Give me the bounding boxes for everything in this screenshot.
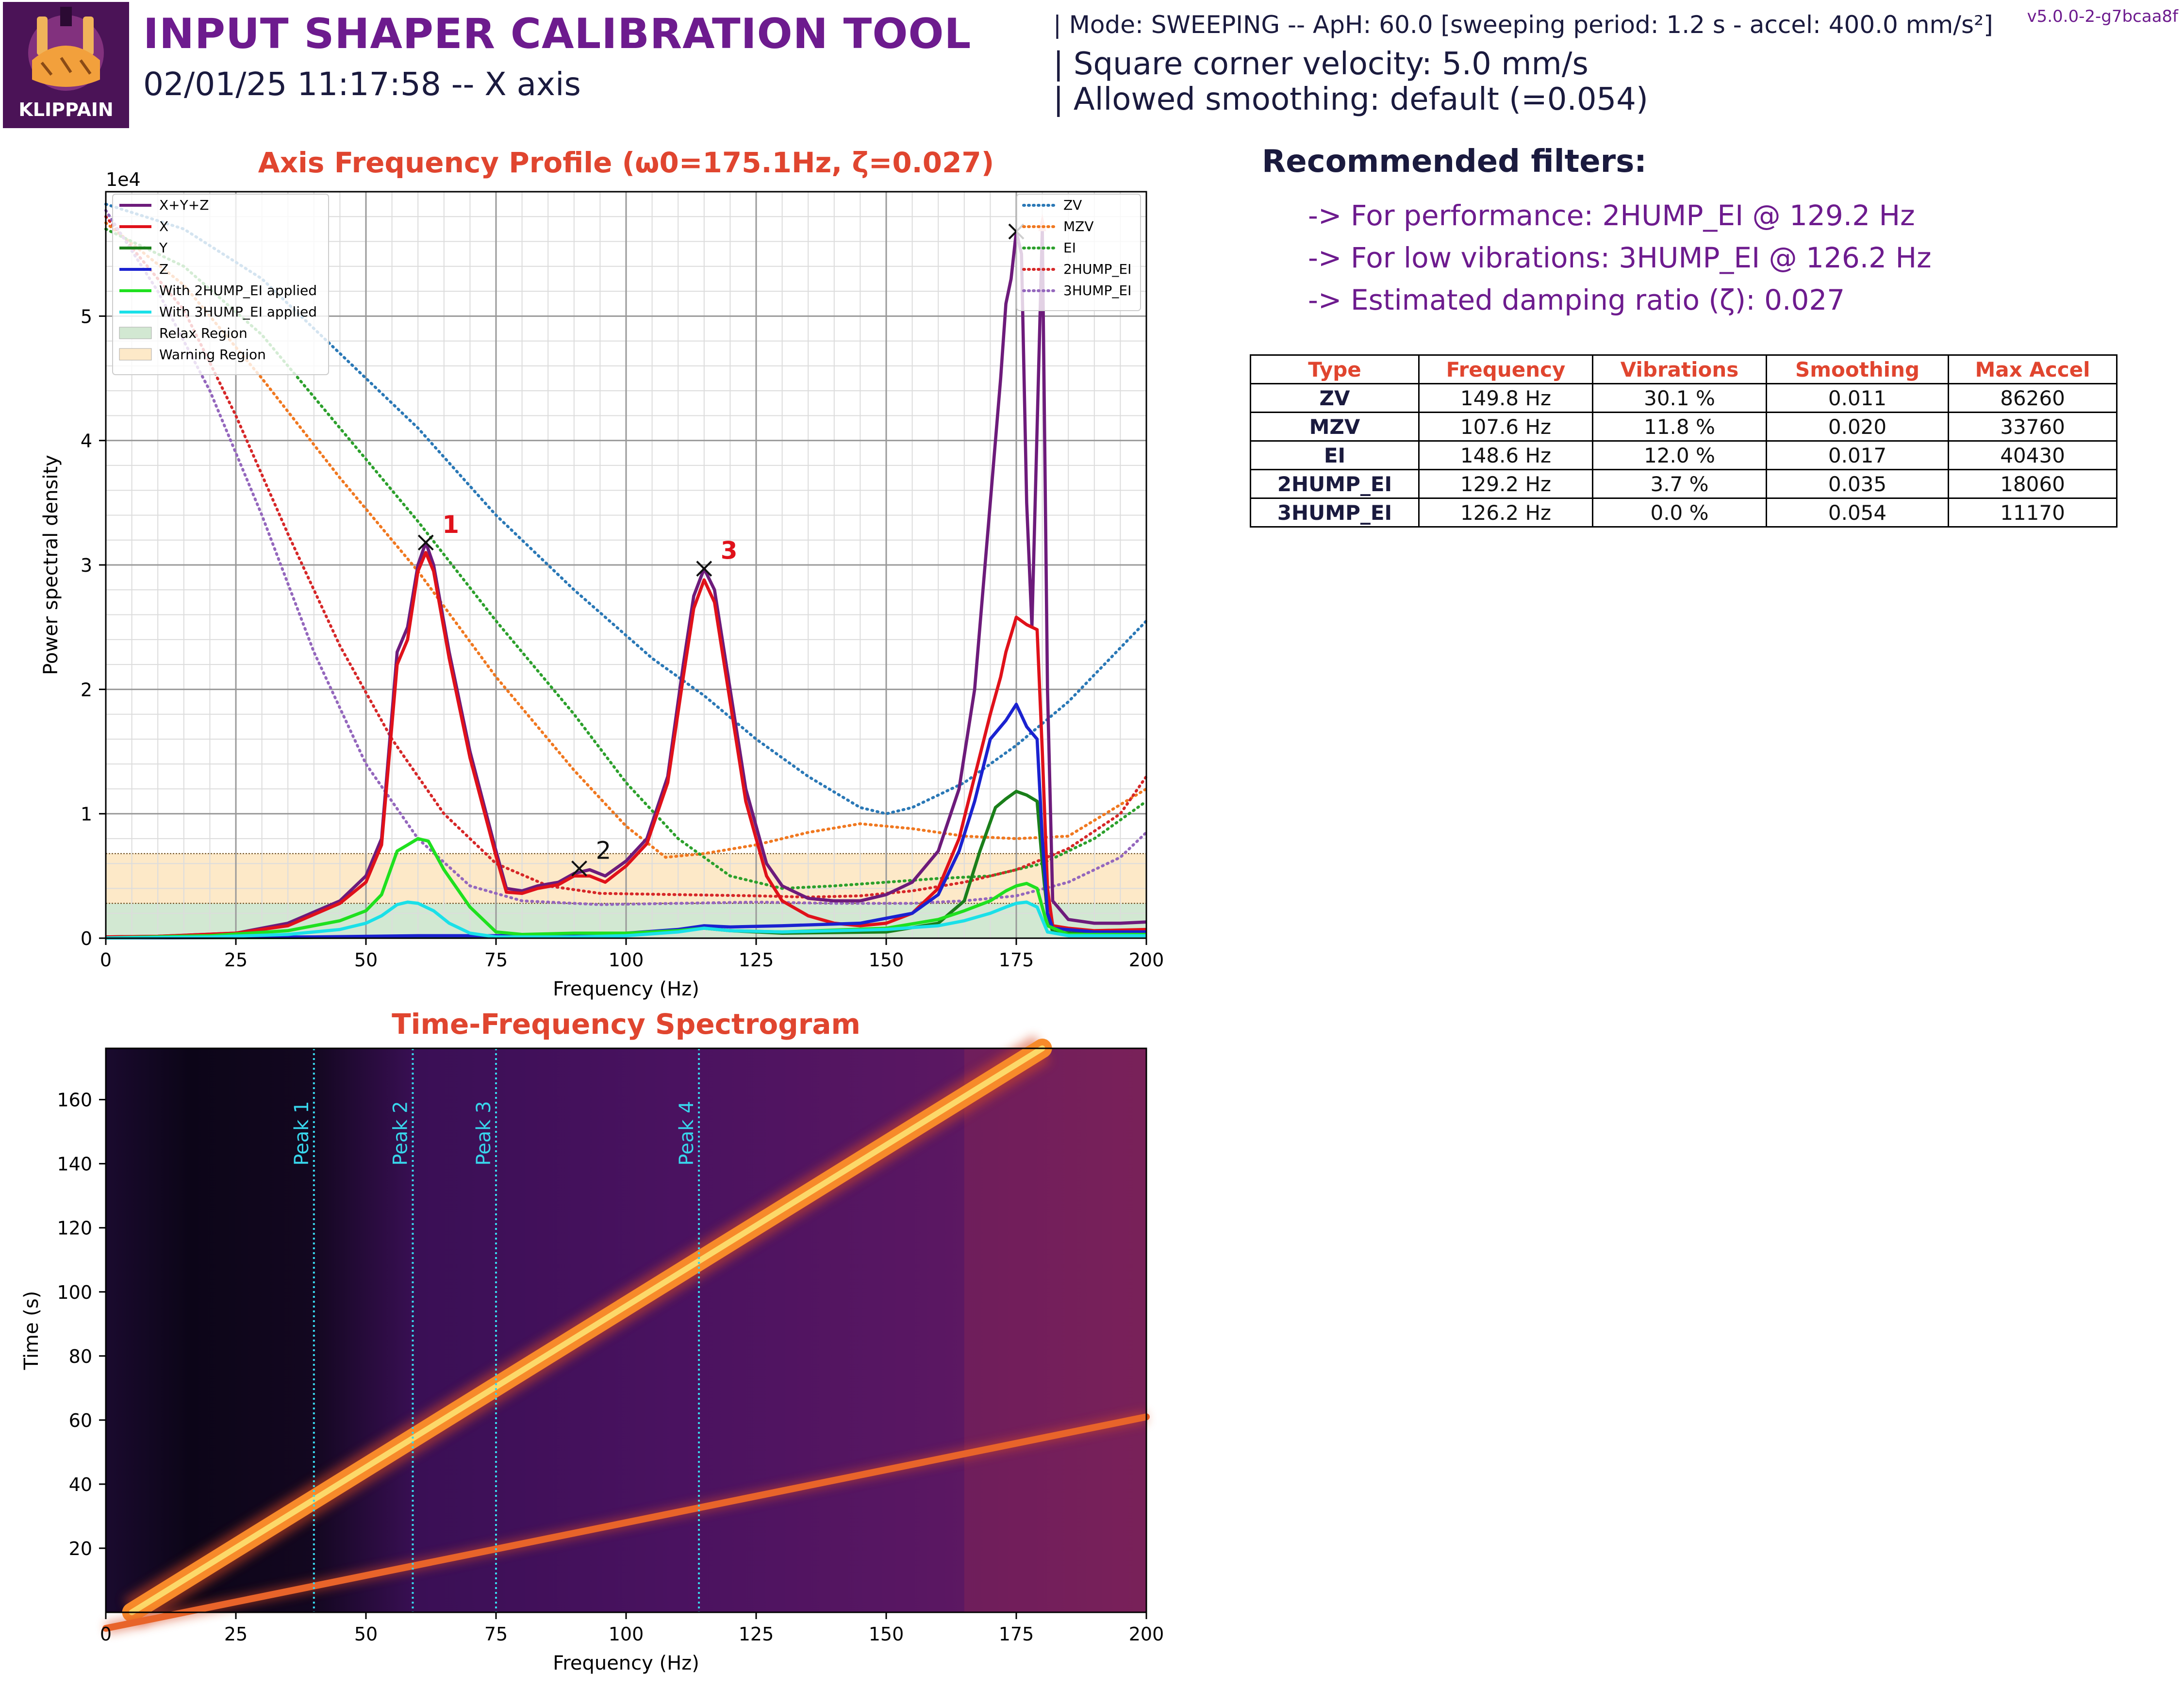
filters-table-header: Type Frequency Vibrations Smoothing Max … <box>1251 355 2117 384</box>
table-row: EI 148.6 Hz 12.0 % 0.017 40430 <box>1251 441 2117 470</box>
y-tick-label: 80 <box>69 1346 92 1367</box>
table-row: ZV 149.8 Hz 30.1 % 0.011 86260 <box>1251 384 2117 413</box>
cell-smoothing: 0.017 <box>1767 441 1949 470</box>
y-tick-label: 40 <box>69 1474 92 1495</box>
table-row: MZV 107.6 Hz 11.8 % 0.020 33760 <box>1251 413 2117 441</box>
cell-max-accel: 11170 <box>1949 498 2117 527</box>
header-smoothing: Smoothing <box>1767 355 1949 384</box>
table-row: 2HUMP_EI 129.2 Hz 3.7 % 0.035 18060 <box>1251 470 2117 498</box>
x-tick-label: 125 <box>739 1623 774 1645</box>
cell-vibrations: 12.0 % <box>1593 441 1767 470</box>
cell-vibrations: 11.8 % <box>1593 413 1767 441</box>
x-tick-label: 25 <box>224 1623 248 1645</box>
cell-type: EI <box>1251 441 1419 470</box>
cell-vibrations: 30.1 % <box>1593 384 1767 413</box>
x-tick-label: 0 <box>100 1623 112 1645</box>
spectrogram-chart: Peak 1 Peak 2 Peak 3 Peak 4 0 25 50 75 100 125 150… <box>0 0 1184 1689</box>
recommendations-title: Recommended filters: <box>1262 144 1647 180</box>
cell-max-accel: 18060 <box>1949 470 2117 498</box>
cell-type: 3HUMP_EI <box>1251 498 1419 527</box>
recommendation-performance: -> For performance: 2HUMP_EI @ 129.2 Hz <box>1308 199 1915 232</box>
peak-marker-label: Peak 1 <box>291 1101 313 1165</box>
mode-info: | Mode: SWEEPING -- ApH: 60.0 [sweeping … <box>1053 11 1993 39</box>
cell-smoothing: 0.054 <box>1767 498 1949 527</box>
y-axis-label: Time (s) <box>20 1291 43 1371</box>
cell-max-accel: 86260 <box>1949 384 2117 413</box>
cell-smoothing: 0.020 <box>1767 413 1949 441</box>
cell-frequency: 149.8 Hz <box>1419 384 1593 413</box>
x-tick-label: 150 <box>869 1623 904 1645</box>
x-tick-label: 75 <box>484 1623 508 1645</box>
cell-type: ZV <box>1251 384 1419 413</box>
recommendation-low-vibrations: -> For low vibrations: 3HUMP_EI @ 126.2 … <box>1308 241 1932 274</box>
y-tick-label: 60 <box>69 1410 92 1431</box>
x-tick-label: 200 <box>1129 1623 1164 1645</box>
y-tick-label: 100 <box>57 1282 92 1303</box>
header-frequency: Frequency <box>1419 355 1593 384</box>
cell-vibrations: 0.0 % <box>1593 498 1767 527</box>
peak-marker-label: Peak 4 <box>676 1101 698 1165</box>
cell-frequency: 126.2 Hz <box>1419 498 1593 527</box>
y-tick-label: 120 <box>57 1218 92 1239</box>
peak-marker-label: Peak 2 <box>389 1101 412 1165</box>
spectrogram-resonance-band <box>964 1048 1146 1612</box>
peak-marker-label: Peak 3 <box>473 1101 495 1165</box>
y-tick-label: 160 <box>57 1090 92 1111</box>
header-max-accel: Max Accel <box>1949 355 2117 384</box>
cell-smoothing: 0.035 <box>1767 470 1949 498</box>
header-vibrations: Vibrations <box>1593 355 1767 384</box>
cell-type: 2HUMP_EI <box>1251 470 1419 498</box>
cell-max-accel: 40430 <box>1949 441 2117 470</box>
x-tick-label: 100 <box>609 1623 644 1645</box>
x-tick-label: 50 <box>354 1623 378 1645</box>
y-tick-label: 20 <box>69 1538 92 1559</box>
recommendation-damping: -> Estimated damping ratio (ζ): 0.027 <box>1308 283 1845 316</box>
cell-frequency: 129.2 Hz <box>1419 470 1593 498</box>
table-row: 3HUMP_EI 126.2 Hz 0.0 % 0.054 11170 <box>1251 498 2117 527</box>
cell-vibrations: 3.7 % <box>1593 470 1767 498</box>
cell-type: MZV <box>1251 413 1419 441</box>
cell-frequency: 107.6 Hz <box>1419 413 1593 441</box>
x-axis-label: Frequency (Hz) <box>553 1652 699 1674</box>
x-tick-label: 175 <box>999 1623 1034 1645</box>
cell-max-accel: 33760 <box>1949 413 2117 441</box>
cell-frequency: 148.6 Hz <box>1419 441 1593 470</box>
chart-title: Time-Frequency Spectrogram <box>392 1008 860 1041</box>
version-label: v5.0.0-2-g7bcaa8f <box>2027 7 2178 26</box>
filters-table: Type Frequency Vibrations Smoothing Max … <box>1250 354 2118 528</box>
y-tick-label: 140 <box>57 1154 92 1175</box>
cell-smoothing: 0.011 <box>1767 384 1949 413</box>
header-type: Type <box>1251 355 1419 384</box>
